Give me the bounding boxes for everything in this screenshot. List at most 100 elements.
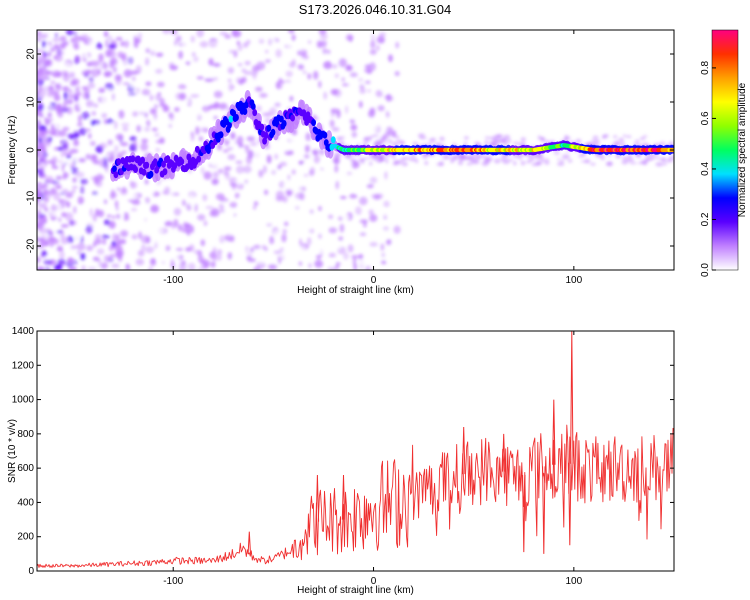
noise-blob (85, 225, 93, 234)
noise-blob (230, 142, 236, 149)
noise-blob (329, 119, 335, 128)
noise-blob (308, 263, 312, 269)
noise-blob (502, 161, 510, 164)
noise-blob (331, 160, 339, 163)
noise-blob (204, 78, 214, 82)
noise-blob (109, 151, 116, 157)
noise-blob (232, 254, 236, 261)
spectrogram-x-title: Height of straight line (km) (297, 285, 414, 296)
noise-blob (196, 30, 205, 38)
noise-blob (125, 263, 130, 268)
noise-blob (506, 158, 513, 162)
noise-blob (436, 163, 443, 166)
noise-blob (228, 208, 236, 213)
noise-blob (295, 73, 305, 77)
noise-blob (66, 152, 73, 156)
noise-blob (203, 220, 208, 227)
noise-blob (195, 108, 202, 118)
y-tick-label: -20 (26, 238, 37, 253)
ridge-core (266, 124, 272, 132)
noise-blob (144, 179, 149, 185)
noise-blob (109, 254, 116, 258)
noise-blob (560, 159, 564, 163)
noise-blob (88, 40, 95, 45)
noise-blob (114, 74, 122, 81)
noise-blob (63, 61, 72, 68)
noise-blob (146, 69, 150, 73)
noise-blob (450, 155, 457, 161)
y-tick-label: 200 (17, 532, 34, 543)
noise-blob (60, 224, 69, 228)
noise-blob (234, 192, 240, 199)
noise-blob (88, 76, 94, 83)
colorbar-tick-label: 0.8 (700, 61, 711, 75)
noise-blob (52, 73, 59, 78)
noise-blob (334, 164, 339, 173)
noise-blob (309, 209, 314, 214)
noise-blob (354, 186, 363, 194)
noise-blob (52, 140, 57, 144)
noise-blob (175, 35, 182, 42)
noise-blob (365, 138, 369, 143)
noise-blob (37, 132, 41, 140)
noise-blob (349, 193, 358, 199)
noise-blob (37, 153, 45, 158)
noise-blob (380, 210, 389, 218)
noise-blob (296, 40, 303, 47)
noise-blob (164, 204, 171, 214)
noise-blob (382, 230, 390, 239)
noise-blob (76, 91, 82, 96)
noise-blob (74, 55, 81, 63)
noise-blob (381, 260, 387, 265)
noise-blob (302, 70, 307, 75)
noise-blob (484, 136, 490, 139)
noise-blob (147, 62, 157, 72)
noise-blob (136, 125, 142, 133)
noise-blob (360, 123, 368, 128)
noise-blob (278, 78, 283, 83)
noise-blob (134, 32, 141, 38)
noise-blob (309, 152, 313, 162)
noise-blob (263, 165, 267, 174)
colorbar-tick-label: 0.2 (700, 212, 711, 226)
noise-blob (182, 199, 186, 206)
noise-blob (236, 183, 245, 190)
noise-blob (90, 260, 98, 267)
noise-blob (380, 243, 385, 251)
noise-blob (211, 178, 219, 186)
noise-blob (338, 58, 347, 68)
noise-blob (383, 200, 390, 208)
noise-blob (356, 39, 361, 47)
noise-blob (66, 166, 72, 171)
noise-blob (122, 263, 126, 267)
noise-blob (349, 72, 358, 78)
noise-blob (57, 80, 64, 85)
noise-blob (341, 120, 349, 128)
noise-blob (80, 204, 88, 211)
noise-blob (76, 243, 86, 251)
noise-blob (385, 110, 390, 119)
noise-blob (171, 191, 175, 197)
noise-blob (250, 141, 258, 147)
snr-spike (315, 474, 320, 522)
noise-blob (131, 234, 138, 240)
noise-blob (261, 244, 267, 250)
noise-blob (45, 210, 53, 215)
noise-blob (203, 171, 212, 180)
noise-blob (102, 238, 106, 245)
noise-blob (47, 50, 52, 58)
spectral-ridge (110, 90, 674, 183)
noise-blob (163, 125, 168, 135)
noise-blob (83, 128, 92, 132)
noise-blob (258, 169, 264, 178)
noise-blob (141, 88, 151, 96)
noise-blob (544, 161, 550, 165)
ridge-core (140, 156, 146, 164)
noise-blob (281, 80, 285, 84)
noise-blob (71, 189, 76, 193)
noise-blob (124, 203, 131, 210)
noise-blob (145, 57, 150, 66)
noise-blob (275, 81, 284, 90)
noise-blob (100, 262, 109, 269)
noise-blob (93, 176, 100, 185)
